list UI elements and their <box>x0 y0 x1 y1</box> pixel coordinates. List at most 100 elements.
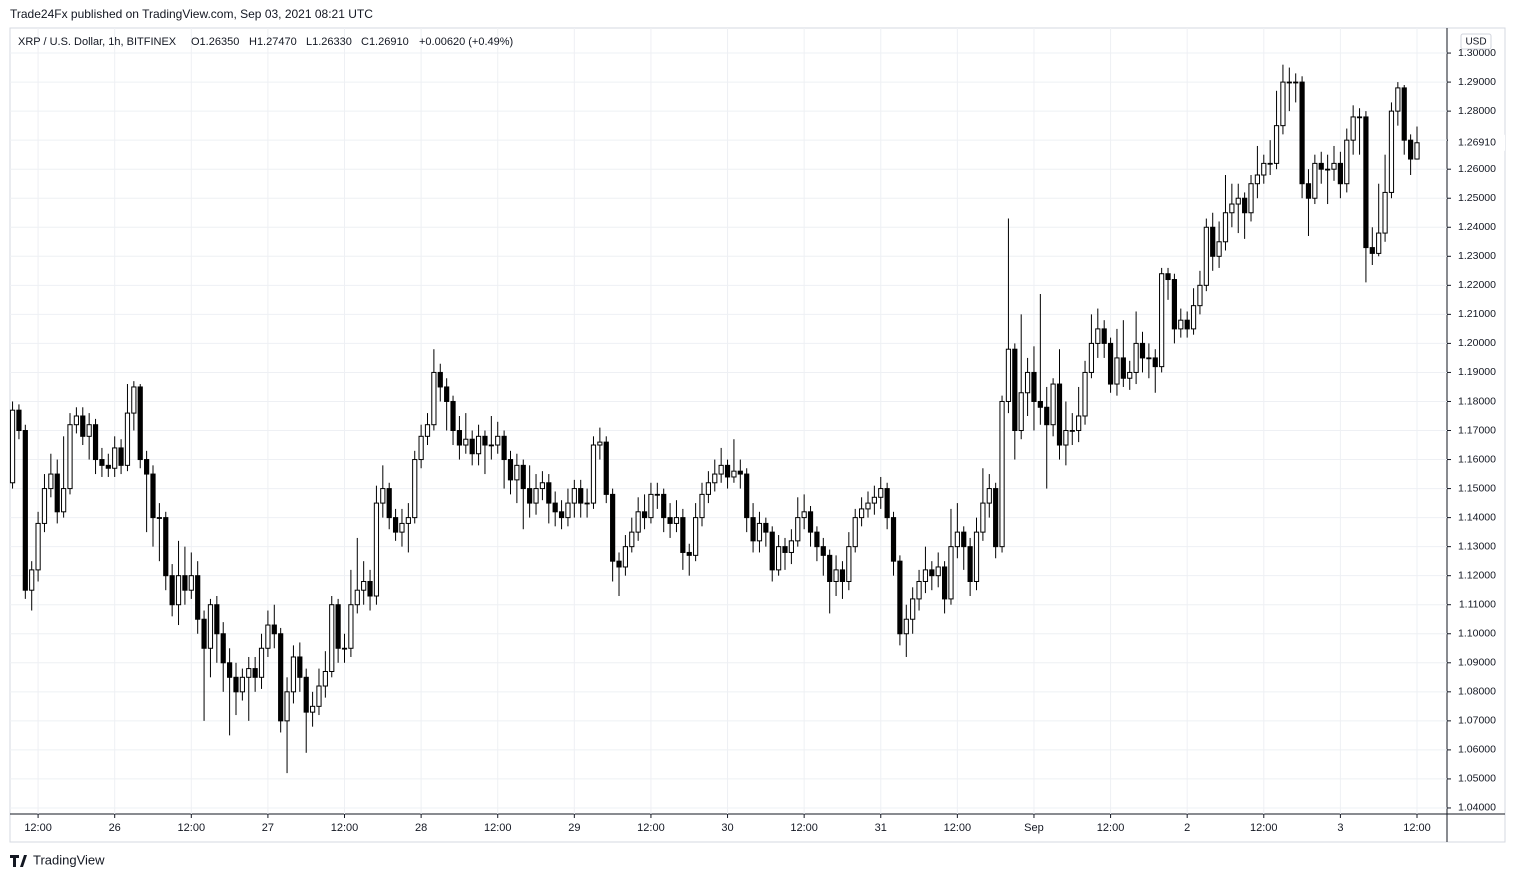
candle-body <box>1216 241 1222 257</box>
candle-body <box>1037 400 1043 408</box>
candle-body <box>884 488 890 519</box>
candle-body <box>163 517 169 577</box>
candle-body <box>195 575 201 620</box>
candle-body <box>903 618 909 635</box>
candle-body <box>846 546 852 582</box>
candle-body <box>399 522 405 533</box>
candle-body <box>335 604 341 649</box>
candle-body <box>897 560 903 635</box>
candle-body <box>980 502 986 533</box>
x-tick-label: Sep <box>1024 822 1044 834</box>
candle-body <box>61 488 67 513</box>
y-tick-label: 1.06000 <box>1458 744 1496 756</box>
y-tick-label: 1.30000 <box>1458 47 1496 59</box>
candle-body <box>941 566 948 600</box>
candle-body <box>367 580 373 597</box>
candle-body <box>1210 226 1216 257</box>
candle-body <box>967 546 973 582</box>
candle-body <box>105 464 111 469</box>
candle-body <box>29 569 35 591</box>
candle-body <box>169 575 175 606</box>
candle-body <box>220 633 226 664</box>
y-tick-label: 1.05000 <box>1458 773 1496 785</box>
candle-body <box>1280 81 1286 127</box>
x-tick-label: 12:00 <box>790 822 818 834</box>
candle-body <box>622 546 629 568</box>
candle-body <box>654 493 660 496</box>
y-tick-label: 1.26000 <box>1458 163 1496 175</box>
candle-body <box>1293 81 1299 84</box>
ohlc-close: C1.26910 <box>361 36 409 48</box>
candle-body <box>35 522 41 571</box>
candle-body <box>437 371 443 388</box>
candle-body <box>871 496 877 504</box>
candle-body <box>1146 357 1152 360</box>
candle-body <box>1363 116 1369 249</box>
candle-body <box>546 482 552 504</box>
candle-body <box>807 511 814 533</box>
candle-body <box>322 670 328 687</box>
candle-body <box>1056 383 1063 446</box>
x-tick-label: 12:00 <box>1250 822 1278 834</box>
x-tick-label: 2 <box>1184 822 1190 834</box>
candle-body <box>1331 162 1337 170</box>
y-tick-label: 1.10000 <box>1458 628 1496 640</box>
candle-body <box>227 662 233 678</box>
candle-body <box>309 705 316 713</box>
candle-body <box>718 464 724 475</box>
candle-body <box>290 656 297 693</box>
candle-body <box>673 517 680 524</box>
candle-body <box>705 482 711 495</box>
x-tick-label: 12:00 <box>178 822 206 834</box>
y-tick-label: 1.21000 <box>1458 308 1496 320</box>
candle-body <box>239 676 245 693</box>
candle-body <box>1356 116 1363 119</box>
ohlc-open: O1.26350 <box>191 36 239 48</box>
candle-body <box>1063 430 1069 446</box>
candle-body <box>1197 284 1203 307</box>
candle-body <box>571 488 577 504</box>
currency-box <box>1460 33 1492 50</box>
candle-body <box>744 473 750 519</box>
candle-body <box>520 464 526 490</box>
candle-body <box>373 502 380 597</box>
candle-body <box>910 598 916 620</box>
candle-body <box>463 438 469 446</box>
candle-body <box>1203 226 1209 286</box>
candle-body <box>482 435 488 446</box>
y-tick-label: 1.07000 <box>1458 715 1496 727</box>
candle-body <box>993 488 999 548</box>
candle-body <box>514 464 520 481</box>
candle-body <box>763 522 769 533</box>
x-tick-label: 12:00 <box>331 822 359 834</box>
candle-body <box>833 569 839 582</box>
candle-body <box>731 470 737 478</box>
candle-body <box>533 488 539 504</box>
candle-body <box>1095 328 1101 344</box>
x-tick-label: 12:00 <box>637 822 665 834</box>
candle-body <box>67 424 73 490</box>
candle-body <box>820 546 826 556</box>
candle-body <box>1261 162 1267 176</box>
y-tick-label: 1.18000 <box>1458 395 1496 407</box>
candle-body <box>188 575 194 591</box>
candle-body <box>386 488 392 519</box>
candle-body <box>1305 183 1312 199</box>
candle-body <box>412 459 418 519</box>
candle-body <box>1107 342 1114 385</box>
candle-body <box>635 511 641 533</box>
candle-body <box>986 488 992 504</box>
candle-body <box>1069 430 1075 432</box>
candle-body <box>1152 357 1158 368</box>
candle-body <box>1318 162 1324 170</box>
x-tick-label: 12:00 <box>484 822 512 834</box>
candle-body <box>86 424 92 437</box>
candle-body <box>935 566 941 577</box>
candle-body <box>354 589 360 606</box>
candle-body <box>1076 415 1082 432</box>
x-tick-label: 12:00 <box>24 822 52 834</box>
y-tick-label: 1.14000 <box>1458 511 1496 523</box>
candle-body <box>827 554 833 582</box>
candle-body <box>1312 162 1318 199</box>
